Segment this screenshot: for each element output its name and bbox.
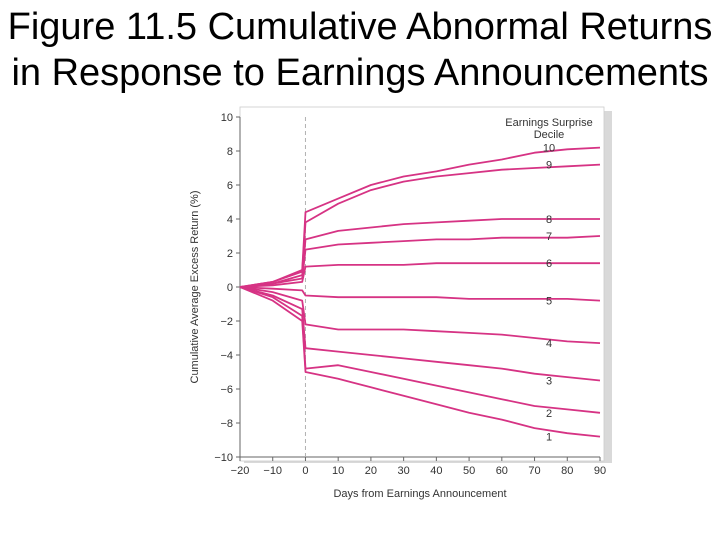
x-tick-label: 60 (496, 465, 508, 477)
series-line-decile-4 (239, 286, 601, 344)
series-line-decile-3 (239, 286, 601, 382)
y-tick-label: −8 (220, 418, 233, 430)
series-label-decile-1: 1 (546, 432, 552, 444)
series-label-decile-8: 8 (546, 214, 552, 226)
x-tick-label: 80 (561, 465, 573, 477)
x-tick-label: −10 (263, 465, 282, 477)
series-line-decile-2 (239, 286, 601, 414)
y-tick-label: 10 (221, 112, 233, 124)
x-tick-label: 70 (528, 465, 540, 477)
series-line-decile-1 (239, 286, 601, 438)
y-tick-label: 0 (227, 282, 233, 294)
slide-title: Figure 11.5 Cumulative Abnormal Returns … (7, 6, 713, 94)
x-tick-label: 0 (302, 465, 308, 477)
series-label-decile-3: 3 (546, 376, 552, 388)
x-tick-label: 40 (430, 465, 442, 477)
x-tick-label: 30 (398, 465, 410, 477)
y-tick-label: −4 (220, 350, 233, 362)
series-label-decile-4: 4 (546, 338, 552, 350)
series-line-decile-6 (239, 262, 600, 288)
series-label-decile-9: 9 (546, 160, 552, 172)
series-label-decile-7: 7 (546, 231, 552, 243)
y-tick-label: −2 (220, 316, 233, 328)
y-tick-label: −6 (220, 384, 233, 396)
y-tick-label: 4 (227, 214, 233, 226)
y-tick-label: 2 (227, 248, 233, 260)
series-label-decile-6: 6 (546, 258, 552, 270)
y-axis-title: Cumulative Average Excess Return (%) (189, 191, 201, 384)
series-label-decile-10: 10 (543, 143, 555, 155)
x-tick-label: 90 (594, 465, 606, 477)
x-axis-title: Days from Earnings Announcement (333, 488, 506, 500)
legend-title: Decile (534, 129, 565, 141)
x-tick-label: 20 (365, 465, 377, 477)
y-tick-label: 8 (227, 146, 233, 158)
series-label-decile-5: 5 (546, 296, 552, 308)
x-tick-label: 50 (463, 465, 475, 477)
series-line-decile-5 (239, 286, 601, 302)
y-tick-label: −10 (214, 452, 233, 464)
y-tick-label: 6 (227, 180, 233, 192)
series-label-decile-2: 2 (546, 408, 552, 420)
plot-area (239, 106, 605, 462)
x-tick-label: −20 (231, 465, 250, 477)
legend-title: Earnings Surprise (505, 117, 592, 129)
x-tick-label: 10 (332, 465, 344, 477)
